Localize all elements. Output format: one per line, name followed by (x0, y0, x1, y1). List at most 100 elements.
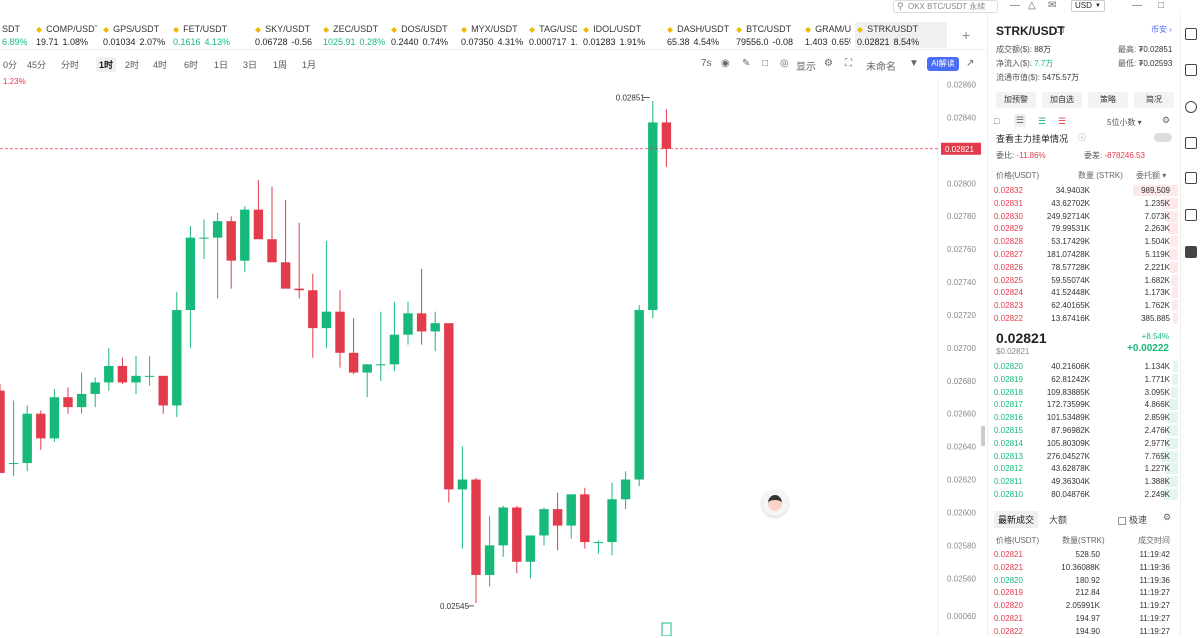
ticker-tab[interactable]: ◆ FET/USDT 0.1616 4.13% (171, 22, 249, 48)
large-trades-tab[interactable]: 大额 (1049, 515, 1068, 525)
add-alert-button[interactable]: 加预警 (996, 92, 1036, 108)
ask-row[interactable]: 0.02830 249.92714K 7.073K (988, 210, 1178, 223)
candle-body (416, 313, 427, 332)
interval-tab[interactable]: 3日 (243, 60, 258, 70)
expand-icon[interactable]: ⛶ (845, 58, 852, 69)
settings-icon[interactable]: ⚙ (824, 58, 833, 69)
ticker-tab[interactable]: SDT 6.89% (0, 22, 30, 48)
interval-tab[interactable]: 1日 (214, 60, 229, 70)
window-maximize-icon[interactable]: □ (1158, 0, 1165, 11)
grid-icon[interactable] (1185, 209, 1197, 221)
bid-row[interactable]: 0.02820 40.21606K 1.134K (988, 360, 1178, 373)
bid-row[interactable]: 0.02812 43.62878K 1.227K (988, 462, 1178, 475)
ticker-tab[interactable]: ◆ BTC/USDT 79556.0 -0.08 (734, 22, 799, 48)
book-bids-icon[interactable]: ☰ (1058, 116, 1067, 126)
ask-row[interactable]: 0.02822 13.67416K 385.885 (988, 312, 1178, 325)
window-minimize-icon[interactable]: — (1132, 0, 1142, 11)
ticker-tab[interactable]: ◆ MYX/USDT 0.07350 4.31% (459, 22, 523, 48)
ask-total: 2.263K (1144, 224, 1170, 234)
bid-row[interactable]: 0.02814 105.80309K 2.977K (988, 437, 1178, 450)
bell-icon[interactable]: △ (1028, 0, 1036, 11)
layout-select[interactable]: 未命名 (866, 62, 896, 73)
ask-row[interactable]: 0.02832 34.9403K 989.509 (988, 184, 1178, 197)
col-total-header[interactable]: 委托额 ▾ (1136, 171, 1167, 180)
exchange-link[interactable]: 币安 › (1151, 25, 1172, 34)
interval-tab[interactable]: 4时 (153, 60, 168, 70)
strategy-button[interactable]: 策略 (1088, 92, 1128, 108)
interval-tab[interactable]: 1月 (302, 60, 317, 70)
interval-tab[interactable]: 45分 (27, 60, 47, 70)
assistant-avatar[interactable] (762, 490, 788, 516)
depth-bar (1162, 197, 1178, 209)
add-watchlist-button[interactable]: 加自选 (1042, 92, 1082, 108)
bars-icon[interactable] (1185, 172, 1197, 184)
ask-row[interactable]: 0.02824 41.52448K 1.173K (988, 286, 1178, 299)
interval-tab[interactable]: 1周 (273, 60, 288, 70)
camera-icon[interactable]: ◉ (721, 58, 730, 69)
bid-row[interactable]: 0.02817 172.73599K 4.866K (988, 398, 1178, 411)
book-mode-icon[interactable]: ☰ (1014, 114, 1027, 127)
help-icon[interactable]: ⓘ (1078, 133, 1086, 142)
bid-row[interactable]: 0.02819 62.81242K 1.771K (988, 373, 1178, 386)
ask-row[interactable]: 0.02825 59.55074K 1.682K (988, 274, 1178, 287)
settings-icon[interactable]: ⚙ (1162, 115, 1171, 125)
overview-button[interactable]: 简况 (1134, 92, 1174, 108)
ticker-tab[interactable]: ◆ ZEC/USDT 1025.91 0.28% (321, 22, 385, 48)
clock-icon[interactable] (1185, 101, 1197, 113)
ask-row[interactable]: 0.02828 53.17429K 1.504K (988, 235, 1178, 248)
ticker-tab[interactable]: ◆ DASH/USDT 65.38 4.54% (665, 22, 730, 48)
ticker-tab[interactable]: ◆ DOS/USDT 0.2440 0.74% (389, 22, 455, 48)
bot-icon[interactable] (1185, 246, 1197, 258)
ask-row[interactable]: 0.02826 78.57728K 2.221K (988, 261, 1178, 274)
interval-tab[interactable]: 1时 (96, 57, 117, 72)
ask-row[interactable]: 0.02829 79.99531K 2.263K (988, 222, 1178, 235)
panel-icon[interactable] (1185, 28, 1197, 40)
bid-row[interactable]: 0.02811 49.36304K 1.388K (988, 475, 1178, 488)
chart-icon[interactable] (1185, 137, 1197, 149)
latest-trades-tab[interactable]: 最新成交 (994, 511, 1039, 528)
bid-row[interactable]: 0.02810 80.04876K 2.249K (988, 488, 1178, 501)
ask-row[interactable]: 0.02831 43.62702K 1.235K (988, 197, 1178, 210)
ticker-tab[interactable]: ◆ SKY/USDT 0.06728 -0.56 (253, 22, 317, 48)
ticker-tab[interactable]: ◆ COMP/USDT 19.71 1.08% (34, 22, 97, 48)
interval-tab[interactable]: 2时 (125, 60, 140, 70)
ask-total: 1.504K (1144, 237, 1170, 247)
refresh-seconds[interactable]: 7s (701, 58, 712, 69)
trade-price: 0.02821 (994, 562, 1023, 572)
bid-row[interactable]: 0.02816 101.53489K 2.859K (988, 411, 1178, 424)
fast-mode-checkbox[interactable]: 极速 (1118, 513, 1147, 526)
book-asks-icon[interactable]: ☰ (1038, 116, 1047, 126)
bid-row[interactable]: 0.02813 276.04527K 7.765K (988, 450, 1178, 463)
eye-icon: ◎ (780, 58, 789, 69)
ask-row[interactable]: 0.02827 181.07428K 5.119K (988, 248, 1178, 261)
copy-icon[interactable]: ❐ (1056, 25, 1065, 35)
ai-interpret-button[interactable]: AI解读 (927, 57, 959, 71)
display-toggle[interactable]: 显示 (796, 62, 816, 73)
fullscreen-icon[interactable]: □ (762, 58, 769, 69)
book-both-icon[interactable]: □ (994, 116, 1000, 126)
decimals-select[interactable]: 5位小数 ▾ (1107, 118, 1142, 127)
bid-row[interactable]: 0.02815 87.96982K 2.476K (988, 424, 1178, 437)
doc-icon[interactable] (1185, 64, 1197, 76)
settings-icon[interactable]: ⚙ (1163, 512, 1172, 522)
global-search[interactable]: ⚲ OKX BTC/USDT 永续 (893, 0, 998, 13)
minus-icon[interactable]: — (1010, 0, 1020, 11)
ticker-tab[interactable]: ◆ STRK/USDT 0.02821 8.54% (855, 22, 947, 48)
ask-row[interactable]: 0.02823 62.40165K 1.762K (988, 299, 1178, 312)
ticker-tab[interactable]: ◆ IDOL/USDT 0.01283 1.91% (581, 22, 661, 48)
interval-tab[interactable]: 分时 (61, 60, 80, 70)
bid-row[interactable]: 0.02818 109.83885K 3.095K (988, 386, 1178, 399)
add-tab-icon[interactable]: + (962, 27, 971, 43)
current-price-label: 0.02821 (945, 145, 974, 154)
interval-tab[interactable]: 0分 (3, 60, 18, 70)
share-icon[interactable]: ↗ (966, 58, 975, 69)
candlestick-chart[interactable]: 0.028600.028400.028200.028000.027800.027… (0, 78, 985, 636)
currency-select[interactable]: USD ▼ (1071, 0, 1105, 12)
whale-toggle[interactable] (1154, 133, 1172, 142)
interval-tab[interactable]: 6时 (184, 60, 199, 70)
mail-icon[interactable]: ✉ (1048, 0, 1057, 11)
ticker-tab[interactable]: ◆ GPS/USDT 0.01034 2.07% (101, 22, 167, 48)
pencil-icon[interactable]: ✎ (742, 58, 751, 69)
